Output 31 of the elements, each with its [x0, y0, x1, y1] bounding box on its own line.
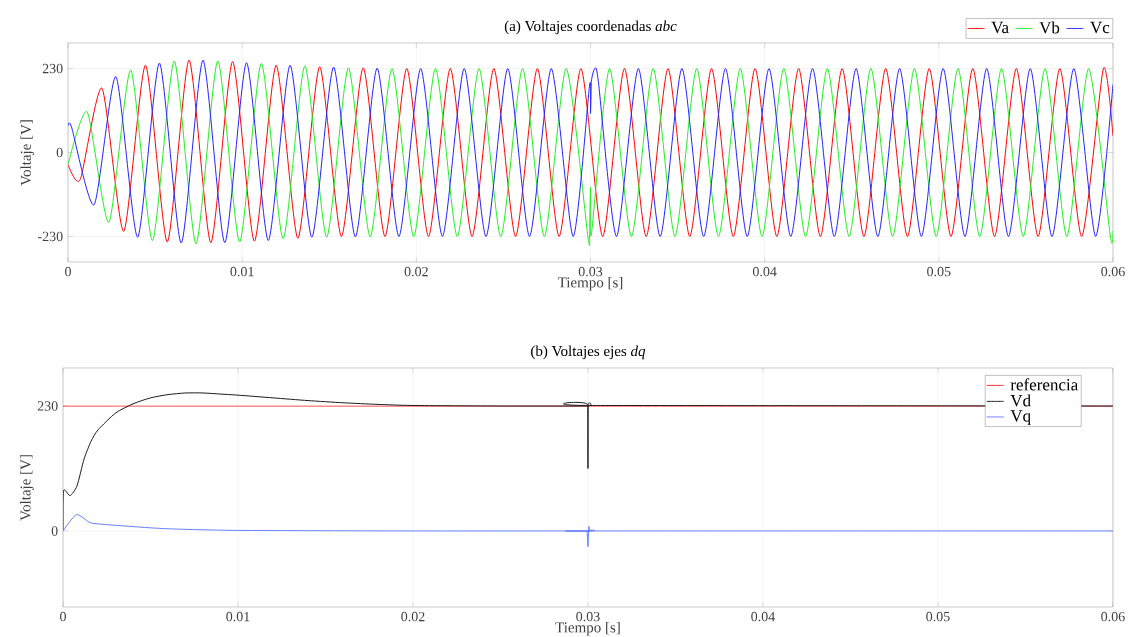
x-tick-label: 0.05: [927, 266, 951, 277]
legend-label: referencia: [1010, 378, 1078, 391]
y-tick-label: 0: [56, 147, 63, 158]
legend-label: Va: [991, 21, 1009, 34]
x-tick-label: 0.06: [1101, 266, 1125, 277]
x-tick-label: 0.02: [401, 611, 425, 622]
x-axis-title: Tiempo [s]: [555, 621, 620, 636]
x-tick-label: 0.03: [578, 266, 603, 277]
x-tick-label: 0.04: [751, 611, 775, 622]
x-tick-label: 0.06: [1101, 611, 1125, 622]
x-tick-label: 0.04: [752, 266, 777, 277]
legend-label: Vd: [1010, 394, 1031, 407]
y-axis-title: Voltaje [V]: [20, 455, 34, 521]
y-axis-title: Voltaje [V]: [20, 120, 34, 186]
chart-title: (a) Voltajes coordenadas abc: [504, 20, 677, 35]
x-tick-label: 0.01: [226, 611, 250, 622]
x-tick-label: 0.05: [926, 611, 950, 622]
legend-label: Vc: [1090, 21, 1110, 34]
y-tick-label: 230: [42, 63, 63, 74]
x-tick-label: 0.02: [404, 266, 428, 277]
y-tick-label: 0: [51, 526, 58, 536]
x-axis-title: Tiempo [s]: [557, 276, 623, 291]
y-tick-label: -230: [38, 231, 63, 242]
y-tick-label: 230: [37, 401, 58, 411]
line-series: [63, 514, 1113, 548]
legend-label: Vb: [1039, 21, 1060, 34]
x-tick-label: 0: [65, 266, 71, 277]
x-tick-label: 0.03: [576, 611, 600, 622]
legend-label: Vq: [1010, 410, 1031, 426]
chart-title: (b) Voltajes ejes dq: [531, 345, 646, 360]
x-tick-label: 0.01: [230, 266, 254, 277]
